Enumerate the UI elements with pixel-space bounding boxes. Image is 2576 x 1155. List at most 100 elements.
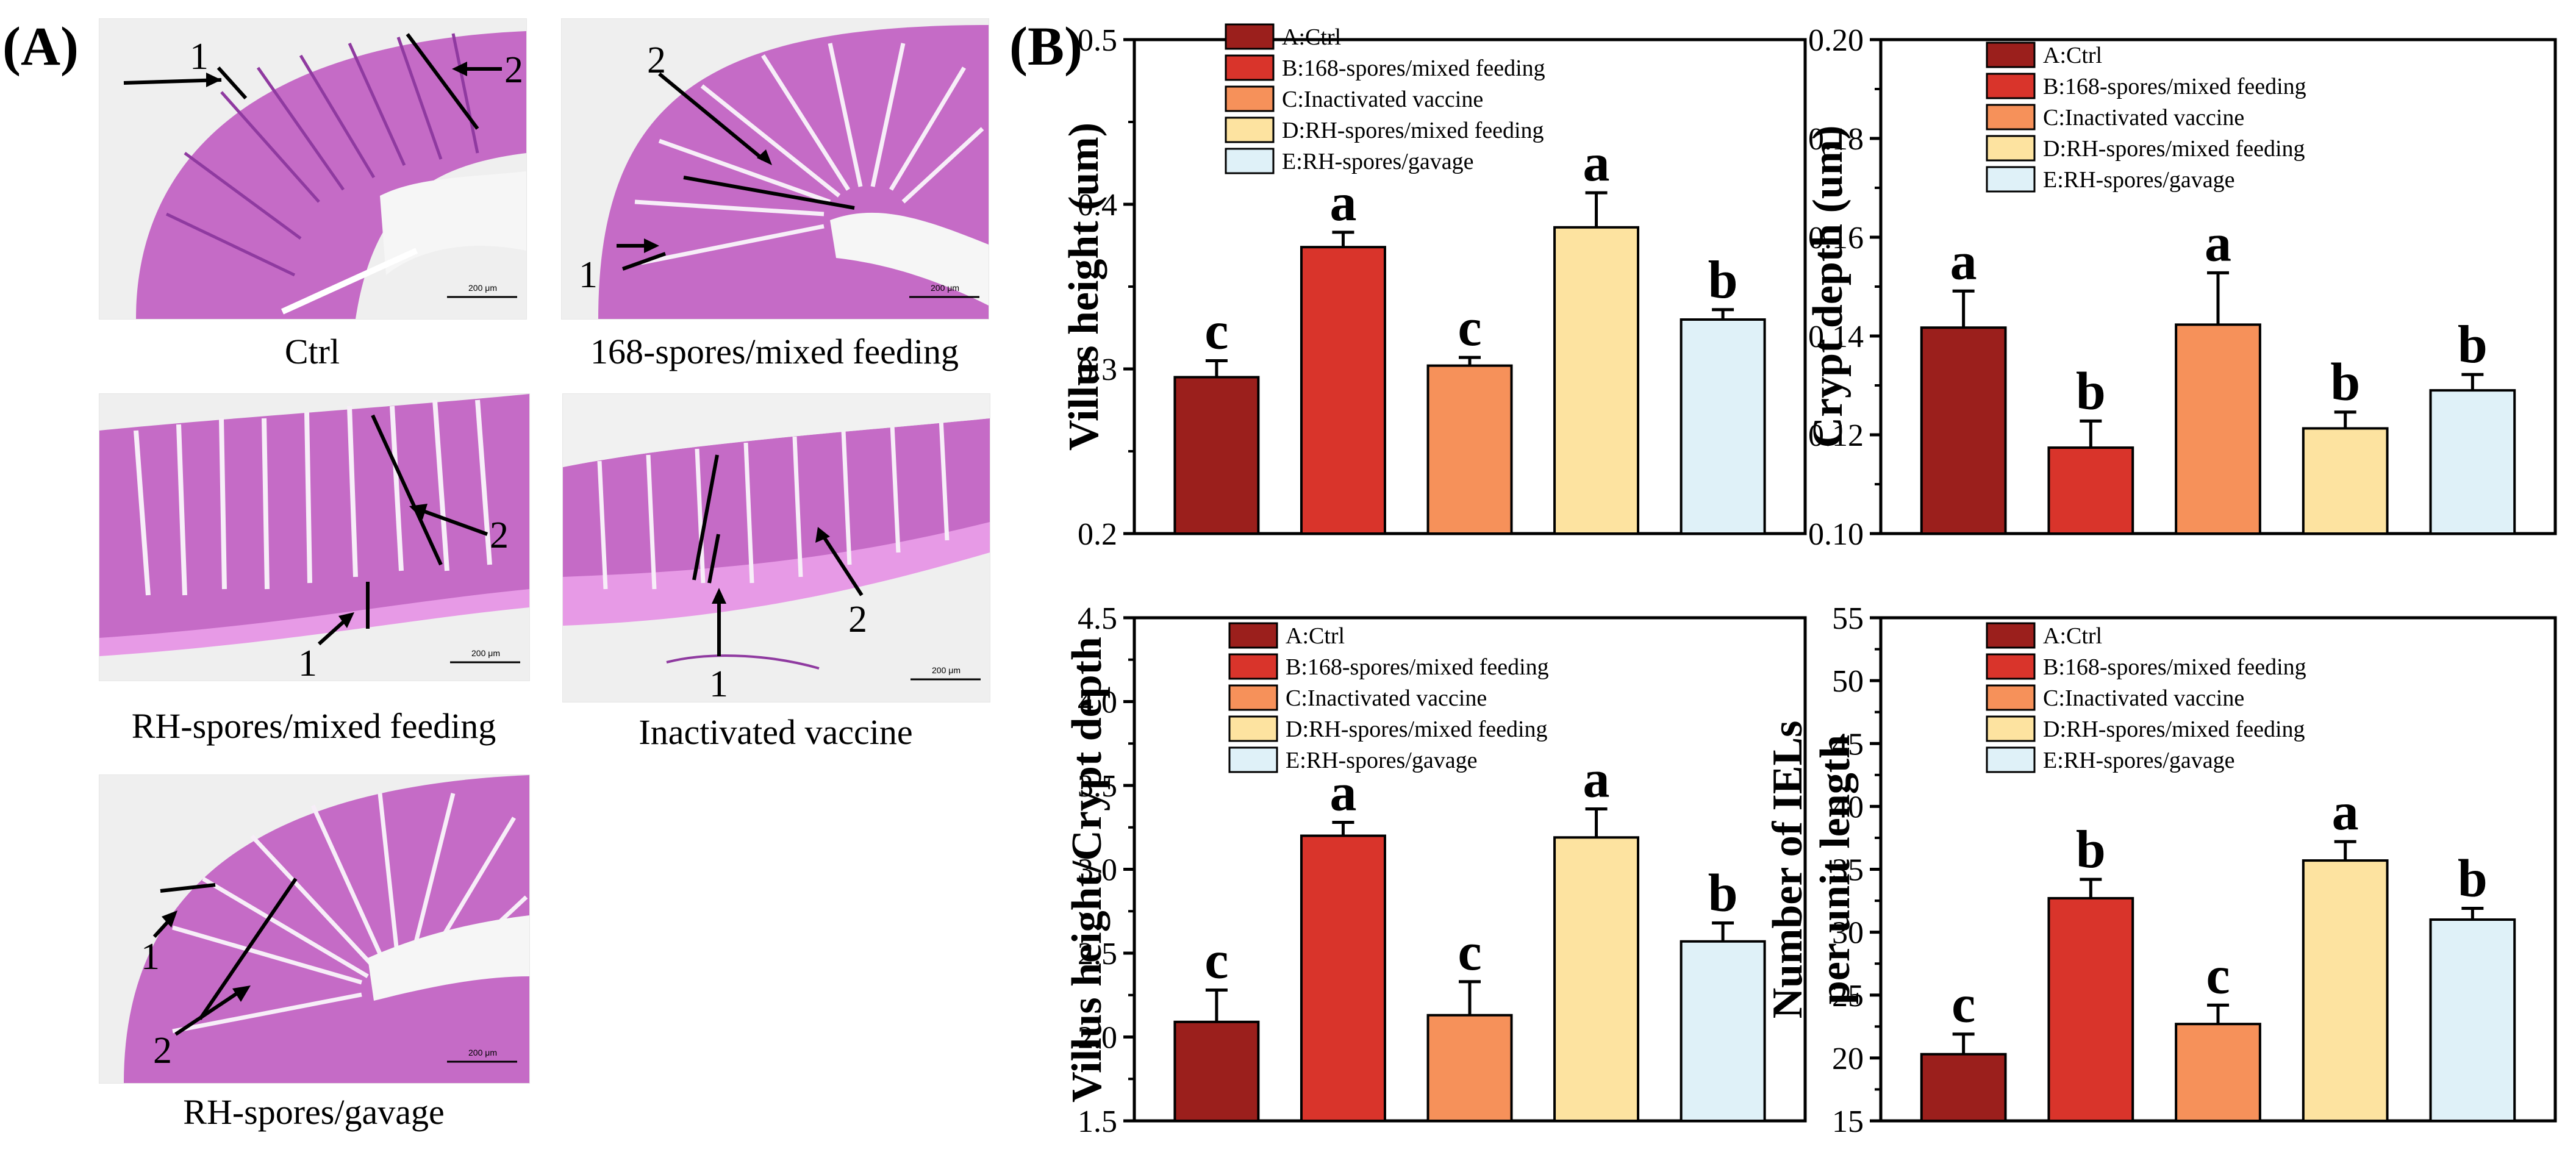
panel-label-a: (A) <box>2 16 79 77</box>
y-tick-label: 50 <box>1832 664 1864 699</box>
legend-swatch-C <box>1228 684 1278 711</box>
significance-letter: a <box>1950 232 1977 291</box>
y-tick-label: 4.5 <box>1078 601 1117 636</box>
bar-C <box>1426 1014 1513 1122</box>
bar-E <box>2429 918 2516 1122</box>
y-tick-label: 0.16 <box>1808 221 1864 256</box>
y-axis-label-line: per unit length <box>1812 735 1859 1004</box>
bar-E <box>1680 940 1766 1122</box>
micrograph-168-mixed: 1 2 200 μm <box>561 18 989 320</box>
micrograph-marker-1: 1 <box>709 663 728 702</box>
legend-swatch-D <box>1986 135 2036 162</box>
legend-swatch-D <box>1986 715 2036 742</box>
bar-B <box>2047 446 2134 535</box>
legend-label: D:RH-spores/mixed feeding <box>2043 136 2305 162</box>
scale-bar-label: 200 μm <box>471 648 500 658</box>
y-axis-label-line: Number of IELs <box>1764 721 1811 1019</box>
legend-label: B:168-spores/mixed feeding <box>2043 74 2306 99</box>
y-tick-label: 0.12 <box>1808 418 1864 453</box>
legend-label: C:Inactivated vaccine <box>1286 685 1487 711</box>
histology-image: 1 2 200 μm <box>99 19 526 319</box>
significance-letter: c <box>1458 298 1481 357</box>
y-tick-label: 0.5 <box>1078 23 1117 58</box>
bar-A <box>1920 326 2007 535</box>
legend-label: D:RH-spores/mixed feeding <box>1282 118 1544 143</box>
micrograph-marker-1: 1 <box>298 643 317 681</box>
chart-2: 0.10 0.12 0.14 0.16 0.18 0.20 Crypt depth (um)… <box>1805 23 2557 552</box>
histology-image: 1 2 200 μm <box>563 394 990 702</box>
legend-swatch-C <box>1225 85 1275 112</box>
y-tick-label: 0.14 <box>1808 320 1864 354</box>
legend-label: E:RH-spores/gavage <box>1286 748 1477 773</box>
y-tick-label: 3.5 <box>1078 769 1117 804</box>
scale-bar-label: 200 μm <box>468 283 497 293</box>
chart-4: 15 20 25 30 35 40 45 50 55 Number of IELsper unit… <box>1764 601 2557 1139</box>
scale-bar-label: 200 μm <box>932 665 961 675</box>
legend-label: A:Ctrl <box>1286 623 1345 649</box>
legend-label: E:RH-spores/gavage <box>1282 149 1473 174</box>
significance-letter: a <box>2205 213 2231 273</box>
legend-label: C:Inactivated vaccine <box>2043 105 2244 131</box>
legend: A:Ctrl B:168-spores/mixed feeding C:Inacti… <box>1986 622 2306 773</box>
micrograph-marker-1: 1 <box>190 36 209 77</box>
bar-A <box>1920 1053 2007 1122</box>
significance-letter: c <box>1204 302 1228 361</box>
significance-letter: b <box>1708 864 1738 923</box>
y-axis-label-line: Crypt depth (um) <box>1805 126 1852 448</box>
legend-label: B:168-spores/mixed feeding <box>1286 654 1549 680</box>
legend-swatch-A <box>1225 23 1275 50</box>
micrograph-rh-gavage: 1 2 200 μm <box>99 774 530 1084</box>
legend-label: B:168-spores/mixed feeding <box>1282 55 1545 81</box>
micrograph-caption-rh-gavage: RH-spores/gavage <box>183 1092 445 1132</box>
y-tick-label: 4.0 <box>1078 685 1117 720</box>
significance-letter: a <box>1583 750 1610 809</box>
y-tick-label: 0.3 <box>1078 352 1117 387</box>
significance-letter: a <box>1583 134 1610 193</box>
bar-B <box>1300 834 1386 1122</box>
bar-A <box>1173 376 1260 535</box>
scale-bar-label: 200 μm <box>931 283 959 293</box>
micrograph-marker-2: 2 <box>504 49 523 91</box>
y-tick-label: 45 <box>1832 727 1864 762</box>
y-tick-label: 30 <box>1832 916 1864 951</box>
legend-swatch-A <box>1986 41 2036 68</box>
significance-letter: a <box>2332 782 2359 842</box>
y-tick-label: 20 <box>1832 1042 1864 1076</box>
legend-label: C:Inactivated vaccine <box>1282 87 1483 112</box>
micrograph-caption-rh-mixed: RH-spores/mixed feeding <box>131 706 496 746</box>
legend-swatch-E <box>1225 148 1275 174</box>
legend-swatch-E <box>1228 746 1278 773</box>
bar-A <box>1173 1020 1260 1122</box>
legend-label: D:RH-spores/mixed feeding <box>1286 717 1548 742</box>
legend-label: C:Inactivated vaccine <box>2043 685 2244 711</box>
y-tick-label: 2.0 <box>1078 1021 1117 1056</box>
legend-swatch-C <box>1986 104 2036 131</box>
legend-swatch-A <box>1228 622 1278 649</box>
significance-letter: c <box>1952 975 1975 1034</box>
legend-swatch-A <box>1986 622 2036 649</box>
histology-image: 1 2 200 μm <box>99 394 529 681</box>
micrograph-marker-2: 2 <box>647 40 666 81</box>
bar-C <box>1426 364 1513 535</box>
bar-D <box>1553 226 1640 535</box>
y-tick-label: 0.4 <box>1078 188 1117 223</box>
legend: A:Ctrl B:168-spores/mixed feeding C:Inacti… <box>1986 41 2306 193</box>
bar-E <box>1680 318 1766 535</box>
significance-letter: a <box>1329 763 1356 823</box>
micrograph-ctrl: 1 2 200 μm <box>99 18 527 320</box>
legend-swatch-D <box>1225 116 1275 143</box>
legend-swatch-B <box>1986 653 2036 680</box>
y-tick-label: 2.5 <box>1078 937 1117 971</box>
significance-letter: b <box>1708 251 1738 310</box>
legend-swatch-D <box>1228 715 1278 742</box>
legend: A:Ctrl B:168-spores/mixed feeding C:Inacti… <box>1228 622 1549 773</box>
legend-label: E:RH-spores/gavage <box>2043 167 2234 193</box>
significance-letter: a <box>1329 173 1356 232</box>
scale-bar-label: 200 μm <box>468 1048 497 1057</box>
micrograph-caption-ctrl: Ctrl <box>284 332 340 371</box>
histology-image: 1 2 200 μm <box>562 19 989 319</box>
chart-1: 0.2 0.3 0.4 0.5 Villus height (um) c a c a b A:Ctr… <box>1061 23 1807 552</box>
legend-swatch-B <box>1228 653 1278 680</box>
significance-letter: b <box>2076 820 2106 879</box>
